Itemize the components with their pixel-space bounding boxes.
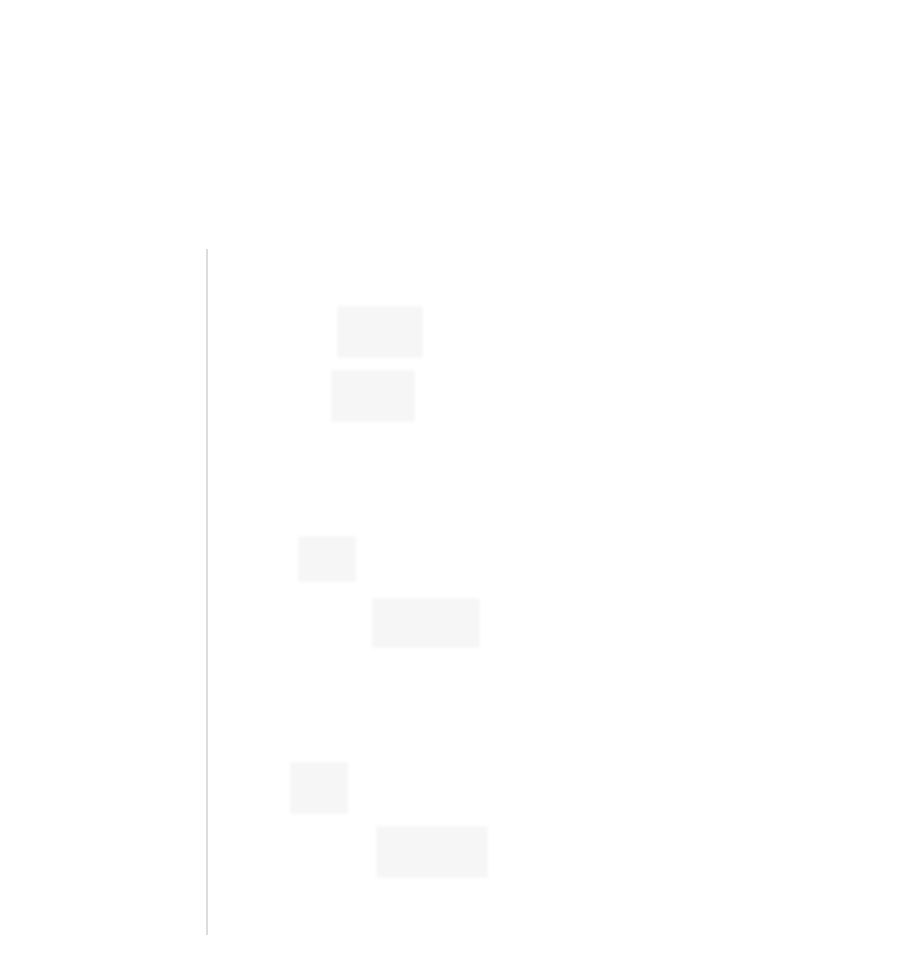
vertical-divider (206, 249, 208, 935)
faded-placeholder-2 (331, 370, 415, 422)
faded-placeholder-3 (298, 536, 356, 582)
faded-placeholder-1 (337, 306, 423, 358)
faded-placeholder-4 (372, 598, 480, 648)
faded-placeholder-5 (290, 762, 348, 814)
faded-placeholder-6 (376, 826, 488, 878)
